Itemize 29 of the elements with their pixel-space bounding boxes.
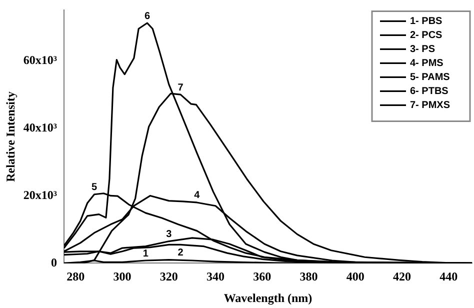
annotation: 5 bbox=[92, 182, 98, 194]
annotation: 6 bbox=[144, 10, 150, 22]
y-tick-label: 0 bbox=[51, 255, 57, 270]
legend-label: 4- PMS bbox=[410, 58, 444, 69]
annotation: 7 bbox=[178, 82, 184, 94]
y-tick-label: 60x10³ bbox=[23, 52, 58, 67]
y-tick-label: 20x10³ bbox=[23, 188, 58, 202]
x-tick-label: 340 bbox=[206, 269, 225, 284]
x-tick-label: 280 bbox=[66, 269, 85, 284]
annotation: 4 bbox=[194, 190, 200, 202]
x-tick-label: 440 bbox=[440, 269, 458, 284]
annotation: 1 bbox=[142, 248, 149, 260]
x-tick-label: 420 bbox=[393, 269, 412, 284]
legend-label: 5- PAMS bbox=[410, 72, 450, 83]
legend-label: 7- PMXS bbox=[410, 100, 450, 111]
y-axis-title: Relative Intensity bbox=[3, 92, 18, 182]
legend-label: 3- PS bbox=[410, 44, 436, 55]
x-tick-label: 300 bbox=[113, 269, 132, 284]
x-tick-label: 380 bbox=[300, 269, 318, 284]
legend-label: 6- PTBS bbox=[410, 86, 449, 97]
x-tick-label: 400 bbox=[346, 269, 364, 284]
y-tick-label: 40x10³ bbox=[23, 120, 58, 134]
annotation: 3 bbox=[166, 229, 172, 240]
x-axis-title: Wavelength (nm) bbox=[224, 290, 312, 305]
legend-label: 2- PCS bbox=[410, 30, 443, 41]
x-tick-label: 360 bbox=[253, 269, 272, 284]
annotation: 2 bbox=[178, 247, 184, 258]
legend-label: 1- PBS bbox=[410, 16, 443, 27]
x-tick-label: 320 bbox=[160, 269, 178, 284]
